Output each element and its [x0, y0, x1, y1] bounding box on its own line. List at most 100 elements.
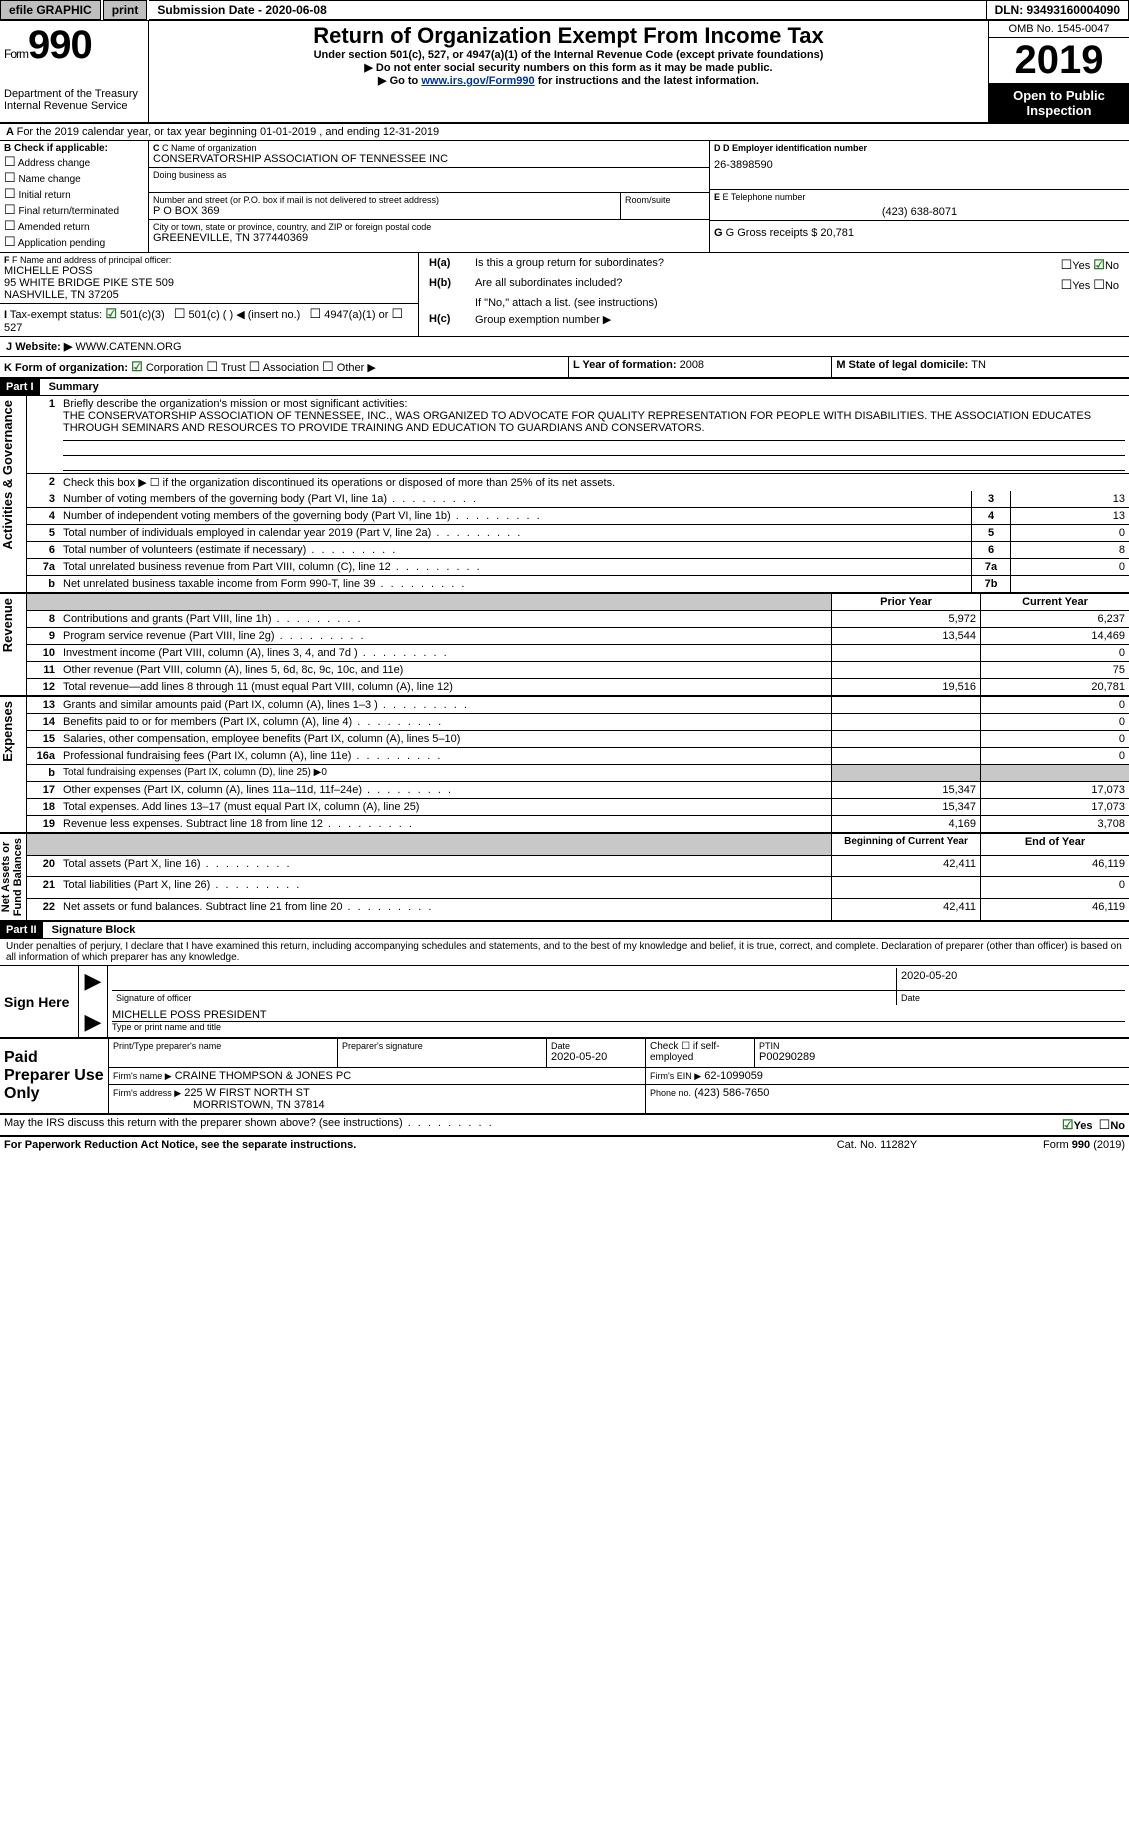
line-a: A For the 2019 calendar year, or tax yea…: [0, 124, 1129, 141]
discuss-no-checkbox[interactable]: [1099, 1117, 1111, 1132]
ein-value: 26-3898590: [714, 159, 1125, 171]
l16b-label: Total fundraising expenses (Part IX, col…: [63, 767, 327, 778]
firm-phone-label: Phone no.: [650, 1088, 691, 1098]
part-ii-title: Signature Block: [46, 924, 136, 936]
ha-no-checkbox[interactable]: [1093, 257, 1105, 272]
print-button[interactable]: print: [103, 0, 148, 20]
l17-label: Other expenses (Part IX, column (A), lin…: [63, 784, 362, 796]
form-footer: Form 990 (2019): [1043, 1139, 1125, 1151]
mission-text: THE CONSERVATORSHIP ASSOCIATION OF TENNE…: [63, 410, 1091, 434]
omb-number: OMB No. 1545-0047: [989, 21, 1129, 38]
dept-treasury: Department of the Treasury Internal Reve…: [4, 88, 144, 112]
phone-value: (423) 638-8071: [714, 206, 1125, 218]
l20-label: Total assets (Part X, line 16): [63, 858, 201, 870]
527-label: 527: [4, 322, 22, 334]
top-toolbar: efile GRAPHIC print Submission Date - 20…: [0, 0, 1129, 21]
amended-checkbox[interactable]: [4, 218, 16, 233]
assoc-checkbox[interactable]: [249, 359, 261, 374]
l12-prior: 19,516: [832, 679, 981, 697]
ptin-value: P00290289: [759, 1051, 1125, 1063]
l6-label: Total number of volunteers (estimate if …: [63, 544, 306, 556]
hb-question: Are all subordinates included?: [471, 275, 1005, 295]
discuss-yes-label: Yes: [1074, 1120, 1093, 1132]
irs-link[interactable]: www.irs.gov/Form990: [421, 75, 534, 87]
part-i-tag: Part I: [0, 379, 40, 395]
state-domicile-label: M State of legal domicile:: [836, 359, 968, 371]
l21-prior: [832, 877, 981, 899]
tax-year: 2019: [989, 38, 1129, 84]
ha-no-label: No: [1105, 260, 1119, 272]
part-ii-tag: Part II: [0, 922, 43, 938]
sign-arrow-icon: ▶: [79, 966, 108, 1007]
other-checkbox[interactable]: [322, 359, 334, 374]
527-checkbox[interactable]: [391, 306, 403, 321]
year-formation-label: L Year of formation:: [573, 359, 677, 371]
ha-yes-checkbox[interactable]: [1061, 257, 1073, 272]
app-pending-checkbox[interactable]: [4, 234, 16, 249]
l13-label: Grants and similar amounts paid (Part IX…: [63, 699, 378, 711]
subtitle-1: Under section 501(c), 527, or 4947(a)(1)…: [153, 49, 984, 61]
room-suite-label: Room/suite: [625, 195, 705, 205]
firm-city-value: MORRISTOWN, TN 37814: [113, 1099, 325, 1111]
initial-return-checkbox[interactable]: [4, 186, 16, 201]
501c-checkbox[interactable]: [174, 306, 186, 321]
org-name: CONSERVATORSHIP ASSOCIATION OF TENNESSEE…: [153, 153, 705, 165]
501c3-checkbox[interactable]: [105, 306, 117, 321]
current-year-header: Current Year: [1022, 596, 1088, 608]
hb-no-label: No: [1105, 280, 1119, 292]
name-change-checkbox[interactable]: [4, 170, 16, 185]
preparer-date-value: 2020-05-20: [551, 1051, 641, 1063]
sig-officer-label: Signature of officer: [112, 991, 897, 1006]
discuss-yes-checkbox[interactable]: [1062, 1117, 1074, 1132]
gross-receipts-label: G Gross receipts $: [726, 227, 818, 239]
l22-curr: 46,119: [981, 899, 1129, 921]
goto-suffix: for instructions and the latest informat…: [535, 75, 759, 87]
corp-label: Corporation: [146, 362, 203, 374]
subtitle-3: ▶ Go to www.irs.gov/Form990 for instruct…: [153, 74, 984, 87]
l11-prior: [832, 662, 981, 679]
preparer-sig-label: Preparer's signature: [342, 1041, 542, 1051]
hb-yes-checkbox[interactable]: [1061, 277, 1073, 292]
firm-ein-value: 62-1099059: [704, 1070, 763, 1082]
officer-name: MICHELLE POSS: [4, 265, 414, 277]
hb-no-checkbox[interactable]: [1093, 277, 1105, 292]
discuss-no-label: No: [1110, 1120, 1125, 1132]
l7a-value: 0: [1011, 559, 1129, 576]
l13-curr: 0: [981, 697, 1129, 714]
hc-tag: H(c): [429, 313, 450, 325]
officer-addr2: NASHVILLE, TN 37205: [4, 289, 414, 301]
corp-checkbox[interactable]: [131, 359, 143, 374]
boc-header: Beginning of Current Year: [844, 836, 968, 847]
addr-change-checkbox[interactable]: [4, 154, 16, 169]
gross-receipts-value: 20,781: [820, 227, 854, 239]
l18-label: Total expenses. Add lines 13–17 (must eq…: [63, 801, 419, 813]
firm-phone-value: (423) 586-7650: [694, 1087, 769, 1099]
self-employed-check[interactable]: Check ☐ if self-employed: [650, 1041, 720, 1063]
paperwork-notice: For Paperwork Reduction Act Notice, see …: [4, 1139, 356, 1151]
ein-label: D Employer identification number: [723, 143, 867, 153]
form-word: Form: [4, 47, 28, 61]
l5-value: 0: [1011, 525, 1129, 542]
form-org-label: K Form of organization:: [4, 362, 128, 374]
eoy-header: End of Year: [1025, 836, 1085, 848]
trust-checkbox[interactable]: [206, 359, 218, 374]
form-990: 990: [28, 23, 92, 67]
l22-label: Net assets or fund balances. Subtract li…: [63, 901, 342, 913]
l14-curr: 0: [981, 714, 1129, 731]
efile-button[interactable]: efile GRAPHIC: [0, 0, 101, 20]
l12-label: Total revenue—add lines 8 through 11 (mu…: [63, 681, 453, 693]
hc-label: Group exemption number ▶: [471, 311, 1123, 328]
dln-label: DLN: 93493160004090: [987, 0, 1129, 20]
l7b-label: Net unrelated business taxable income fr…: [63, 578, 375, 590]
4947-checkbox[interactable]: [309, 306, 321, 321]
l7a-label: Total unrelated business revenue from Pa…: [63, 561, 391, 573]
submission-date: Submission Date - 2020-06-08: [149, 0, 986, 20]
box-b-label: B Check if applicable:: [4, 143, 108, 154]
cat-no: Cat. No. 11282Y: [793, 1137, 961, 1153]
501c3-label: 501(c)(3): [120, 309, 165, 321]
l15-curr: 0: [981, 731, 1129, 748]
firm-addr-value: 225 W FIRST NORTH ST: [184, 1087, 310, 1099]
org-name-label: C Name of organization: [162, 143, 257, 153]
l19-prior: 4,169: [832, 816, 981, 834]
final-return-checkbox[interactable]: [4, 202, 16, 217]
